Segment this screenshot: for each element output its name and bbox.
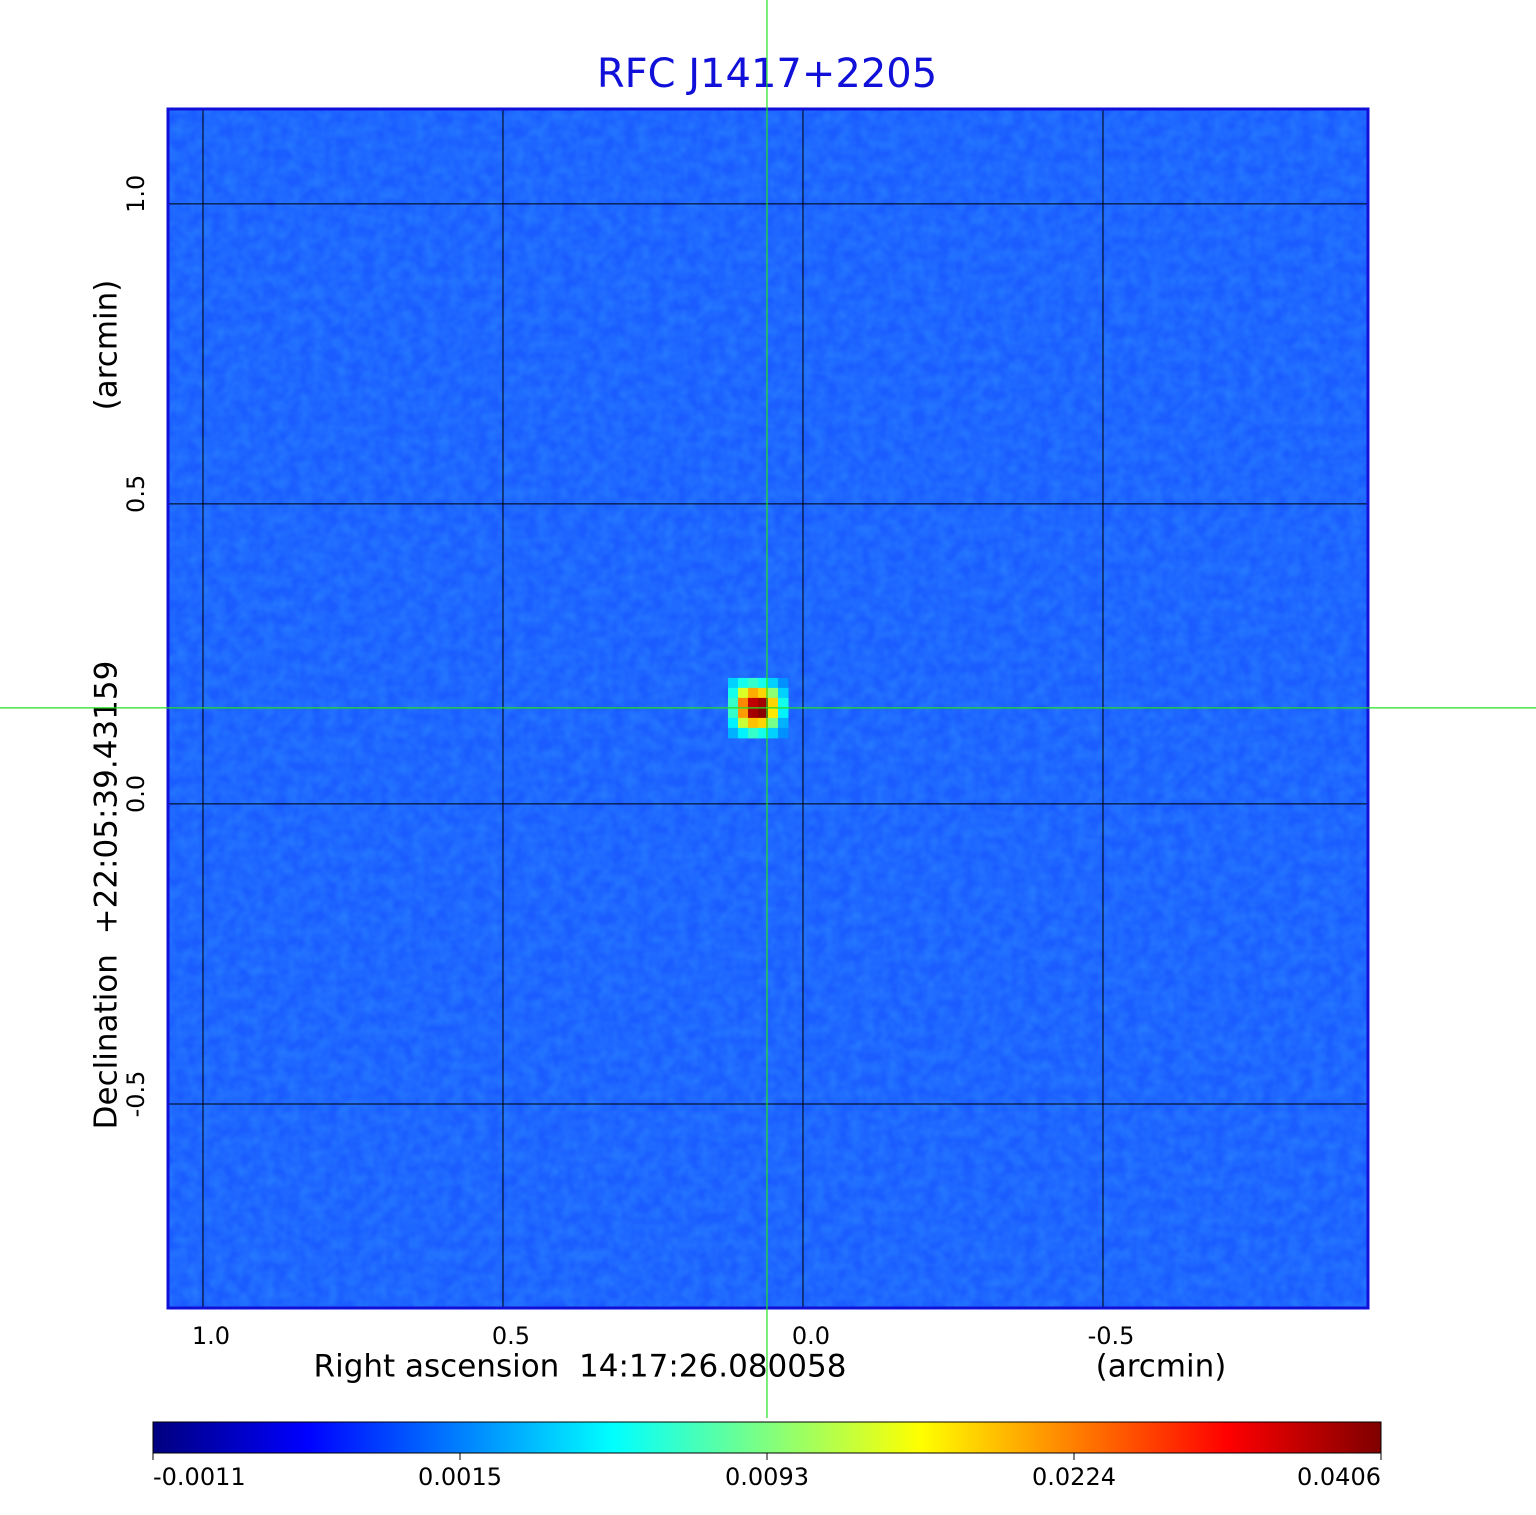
x-axis-unit: (arcmin)	[1096, 1349, 1227, 1385]
colorbar-tick-label: 0.0224	[1032, 1463, 1116, 1491]
pixel	[737, 697, 749, 709]
pixel	[757, 717, 769, 729]
plot-frame	[166, 107, 1370, 1310]
colorbar	[152, 1421, 1382, 1454]
x-tick-label: 0.5	[492, 1322, 530, 1350]
colorbar-tick-label: 0.0093	[725, 1463, 809, 1491]
y-tick-label: 1.0	[122, 175, 150, 213]
x-tick-label: 1.0	[192, 1322, 230, 1350]
pixel	[727, 697, 739, 709]
pixel	[737, 717, 749, 729]
pixel	[757, 697, 769, 709]
x-axis-label: Right ascension 14:17:26.080058	[314, 1349, 847, 1385]
pixel	[777, 727, 789, 739]
pixel	[757, 707, 769, 719]
pixel	[767, 707, 779, 719]
pixel	[767, 687, 779, 699]
y-axis-label: Declination +22:05:39.43159	[89, 661, 125, 1130]
pixel	[737, 707, 749, 719]
pixel	[727, 717, 739, 729]
y-tick-label: 0.0	[122, 775, 150, 813]
pixel	[727, 727, 739, 739]
pixel	[757, 727, 769, 739]
x-tick-label: 0.0	[792, 1322, 830, 1350]
colorbar-tick-label: 0.0406	[1297, 1463, 1381, 1491]
pixel	[767, 727, 779, 739]
pixel	[727, 677, 739, 689]
pixel	[767, 717, 779, 729]
pixel	[777, 677, 789, 689]
pixel	[767, 677, 779, 689]
pixel	[737, 727, 749, 739]
pixel	[737, 677, 749, 689]
pixel	[727, 707, 739, 719]
pixel	[747, 717, 759, 729]
x-tick-label: -0.5	[1088, 1322, 1135, 1350]
pixel	[747, 687, 759, 699]
pixel	[737, 687, 749, 699]
pixel	[747, 697, 759, 709]
pixel	[747, 707, 759, 719]
pixel	[767, 697, 779, 709]
pixel	[747, 677, 759, 689]
y-tick-label: -0.5	[122, 1071, 150, 1118]
pixel	[747, 727, 759, 739]
pixel	[777, 697, 789, 709]
pixel	[777, 707, 789, 719]
pixel	[777, 717, 789, 729]
colorbar-tick-label: -0.0011	[153, 1463, 246, 1491]
pixel	[757, 677, 769, 689]
y-axis-unit: (arcmin)	[89, 280, 125, 411]
y-tick-label: 0.5	[122, 475, 150, 513]
pixel	[757, 687, 769, 699]
pixel	[777, 687, 789, 699]
colorbar-tick-label: 0.0015	[418, 1463, 502, 1491]
pixel	[727, 687, 739, 699]
